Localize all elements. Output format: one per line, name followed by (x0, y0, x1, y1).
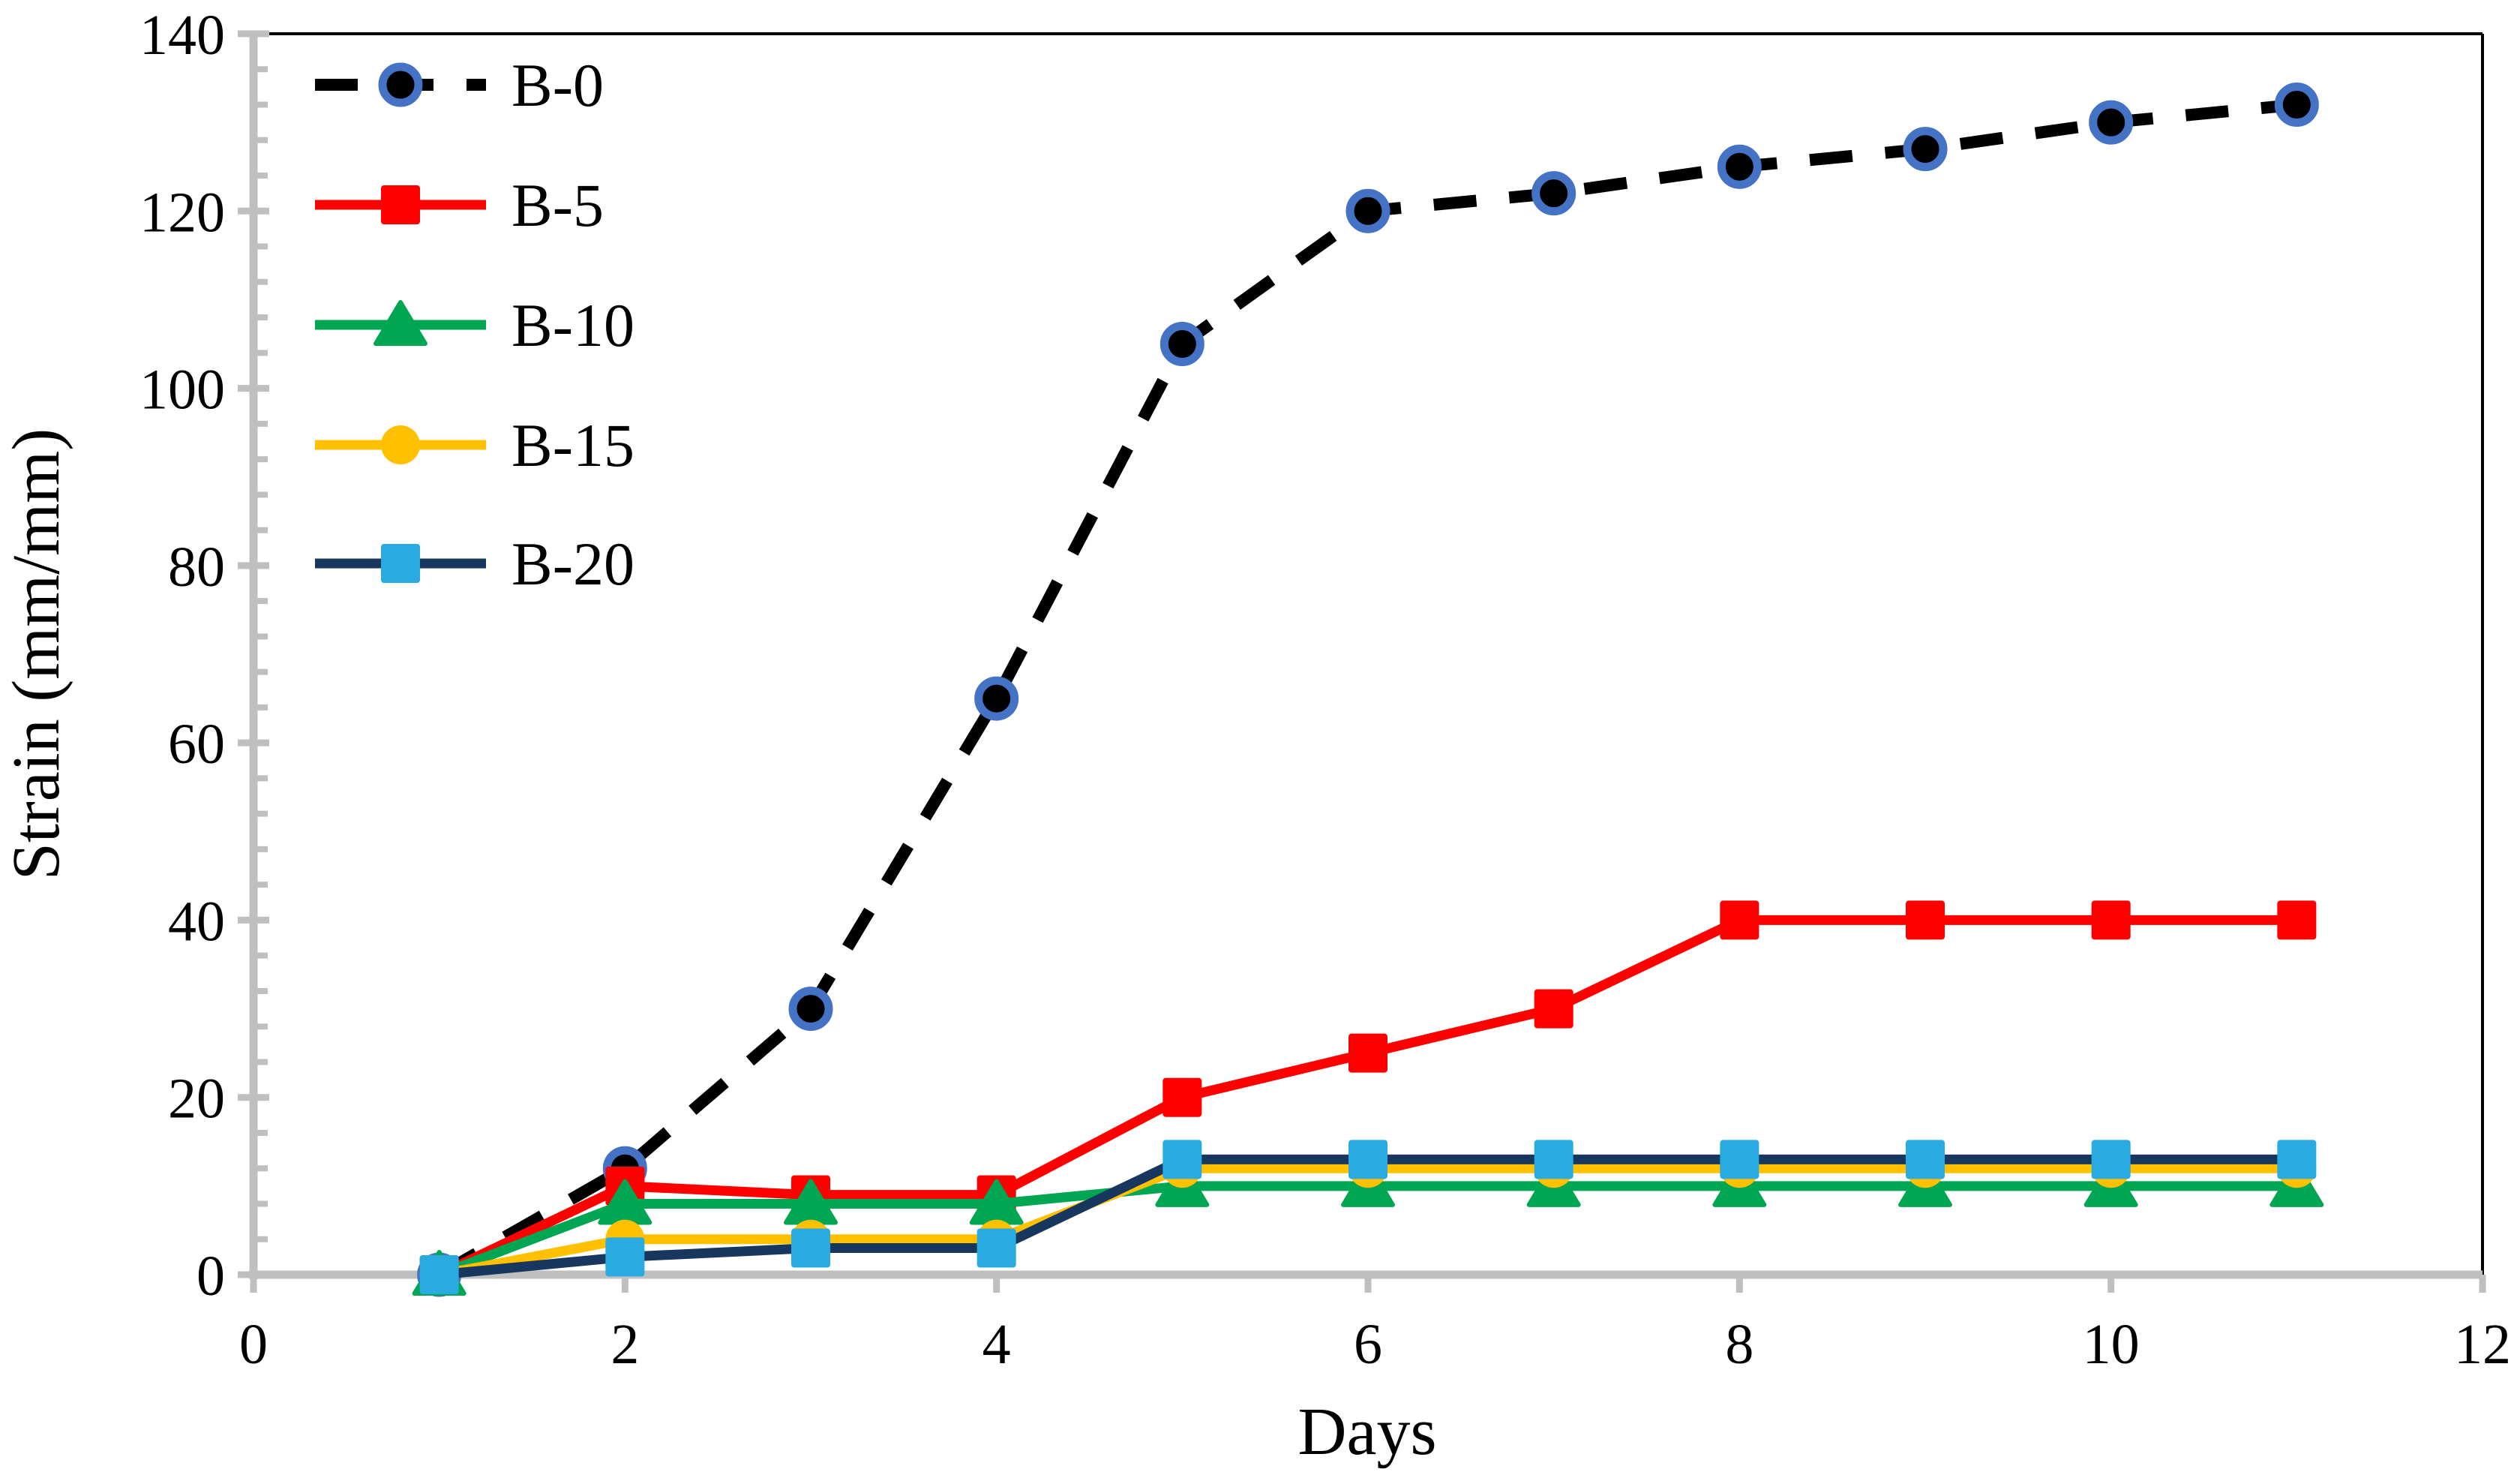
series-B-20 (419, 1140, 2317, 1294)
y-tick-label: 20 (168, 1068, 225, 1131)
axis-ticks (238, 30, 2486, 1293)
y-tick-label: 100 (140, 359, 225, 422)
marker-square-B-20 (1162, 1140, 1202, 1179)
legend-item-B-5: B-5 (315, 171, 604, 239)
x-tick-label: 4 (982, 1313, 1011, 1376)
series-line-B-0 (436, 98, 2298, 1280)
marker-square-B-20 (2091, 1140, 2131, 1179)
legend: B-0 B-5 B-10 B-15 B-20 (315, 51, 634, 598)
y-axis-title: Strain (mm/mm) (0, 428, 74, 880)
legend-label-B-15: B-15 (512, 411, 634, 479)
y-tick-label: 140 (140, 4, 225, 67)
legend-item-B-10: B-10 (315, 291, 634, 359)
marker-square-B-20 (2277, 1140, 2317, 1179)
marker-circle-B-0 (2089, 100, 2134, 145)
marker-square-B-5 (2091, 900, 2131, 940)
marker-circle-B-0 (788, 987, 833, 1032)
legend-item-B-15: B-15 (315, 411, 634, 479)
legend-label-B-0: B-0 (512, 51, 604, 119)
marker-circle-B-0 (1903, 127, 1948, 172)
axis-tick-labels: 0 20 40 60 80 100 120 140 0 2 4 6 8 10 12 (140, 4, 2511, 1376)
marker-square-B-5 (1534, 989, 1574, 1029)
marker-square-B-5 (1720, 900, 1760, 940)
marker-square-B-20 (1534, 1140, 1574, 1179)
x-tick-label: 0 (239, 1313, 268, 1376)
series-B-0 (417, 83, 2319, 1297)
x-tick-label: 8 (1725, 1313, 1754, 1376)
marker-circle-B-0 (1346, 188, 1390, 233)
marker-circle-B-0 (378, 62, 423, 107)
legend-label-B-20: B-20 (512, 530, 634, 598)
marker-square-B-20 (419, 1255, 459, 1294)
y-tick-label: 80 (168, 536, 225, 599)
marker-square-B-20 (605, 1237, 645, 1277)
marker-circle-B-0 (1160, 322, 1204, 366)
marker-square-B-5 (1162, 1077, 1202, 1117)
marker-circle-B-0 (974, 676, 1019, 721)
x-tick-label: 6 (1354, 1313, 1382, 1376)
marker-square-B-20 (976, 1228, 1016, 1268)
x-tick-label: 2 (610, 1313, 639, 1376)
marker-square-B-5 (381, 185, 420, 224)
series-line-B-5 (436, 915, 2297, 1279)
marker-square-B-20 (1348, 1140, 1388, 1179)
data-series (412, 83, 2324, 1297)
x-tick-label: 10 (2083, 1313, 2140, 1376)
legend-item-B-0: B-0 (315, 51, 604, 119)
legend-label-B-10: B-10 (512, 291, 634, 359)
y-tick-label: 120 (140, 181, 225, 244)
marker-circle-B-15 (381, 425, 420, 464)
y-tick-label: 40 (168, 890, 225, 953)
marker-square-B-5 (1906, 900, 1945, 940)
legend-label-B-5: B-5 (512, 171, 604, 239)
y-tick-label: 60 (168, 713, 225, 776)
marker-square-B-20 (1906, 1140, 1945, 1179)
marker-circle-B-0 (2274, 83, 2319, 128)
marker-triangle-B-10 (374, 300, 428, 346)
marker-square-B-20 (791, 1228, 830, 1268)
x-tick-label: 12 (2454, 1313, 2511, 1376)
marker-square-B-5 (2277, 900, 2317, 940)
marker-circle-B-0 (1717, 144, 1762, 189)
legend-item-B-20: B-20 (315, 530, 634, 598)
x-axis-title: Days (1298, 1395, 1437, 1469)
marker-square-B-20 (1720, 1140, 1760, 1179)
marker-circle-B-0 (1532, 171, 1576, 216)
marker-square-B-20 (381, 544, 420, 583)
marker-square-B-5 (1348, 1033, 1388, 1073)
y-tick-label: 0 (196, 1245, 225, 1308)
